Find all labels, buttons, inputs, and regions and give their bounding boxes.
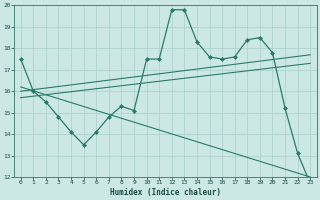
X-axis label: Humidex (Indice chaleur): Humidex (Indice chaleur)	[110, 188, 221, 197]
